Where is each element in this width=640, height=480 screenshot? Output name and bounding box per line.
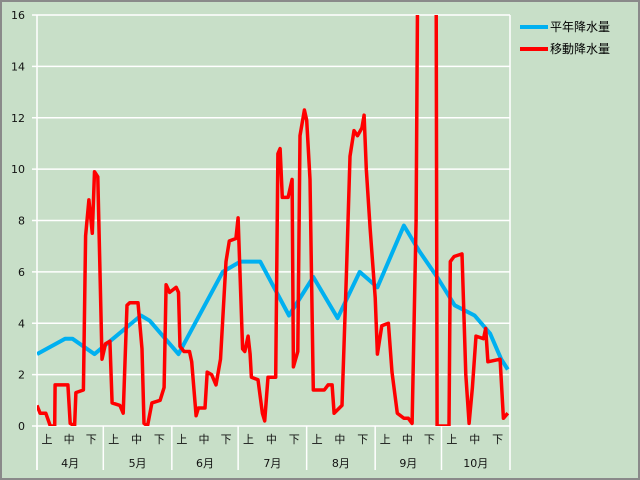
dekad-label: 中 bbox=[334, 433, 345, 446]
legend-label: 移動降水量 bbox=[550, 42, 610, 56]
y-tick-label: 6 bbox=[18, 266, 25, 279]
dekad-label: 中 bbox=[64, 433, 75, 446]
dekad-label: 中 bbox=[266, 433, 277, 446]
month-label: 7月 bbox=[263, 457, 281, 470]
dekad-label: 中 bbox=[131, 433, 142, 446]
dekad-label: 上 bbox=[243, 433, 254, 446]
dekad-label: 下 bbox=[221, 433, 232, 446]
dekad-label: 上 bbox=[176, 433, 187, 446]
dekad-label: 中 bbox=[469, 433, 480, 446]
dekad-label: 下 bbox=[289, 433, 300, 446]
legend-label: 平年降水量 bbox=[550, 20, 610, 34]
dekad-label: 中 bbox=[402, 433, 413, 446]
series-lines bbox=[37, 15, 510, 426]
dekad-label: 中 bbox=[198, 433, 209, 446]
y-tick-label: 14 bbox=[11, 60, 25, 73]
dekad-label: 上 bbox=[312, 433, 323, 446]
dekad-label: 下 bbox=[424, 433, 435, 446]
dekad-label: 下 bbox=[357, 433, 368, 446]
y-tick-label: 16 bbox=[11, 9, 25, 22]
month-label: 10月 bbox=[463, 457, 488, 470]
month-label: 8月 bbox=[332, 457, 350, 470]
month-label: 4月 bbox=[61, 457, 79, 470]
y-tick-label: 10 bbox=[11, 163, 25, 176]
dekad-label: 下 bbox=[492, 433, 503, 446]
y-tick-label: 12 bbox=[11, 112, 25, 125]
dekad-label: 上 bbox=[42, 433, 53, 446]
month-label: 6月 bbox=[196, 457, 214, 470]
moving-precipitation-line bbox=[37, 15, 510, 426]
month-label: 9月 bbox=[399, 457, 417, 470]
dekad-label: 上 bbox=[380, 433, 391, 446]
y-tick-label: 2 bbox=[18, 369, 25, 382]
dekad-label: 上 bbox=[108, 433, 119, 446]
month-label: 5月 bbox=[129, 457, 147, 470]
dekad-label: 下 bbox=[154, 433, 165, 446]
y-tick-label: 4 bbox=[18, 317, 25, 330]
y-tick-label: 8 bbox=[18, 215, 25, 228]
dekad-label: 上 bbox=[446, 433, 457, 446]
x-axis: 上中下4月上中下5月上中下6月上中下7月上中下8月上中下9月上中下10月 bbox=[36, 426, 503, 470]
y-tick-label: 0 bbox=[18, 420, 25, 433]
y-axis: 0 2 4 6 8 10 12 14 16 bbox=[11, 9, 25, 433]
dekad-label: 下 bbox=[86, 433, 97, 446]
